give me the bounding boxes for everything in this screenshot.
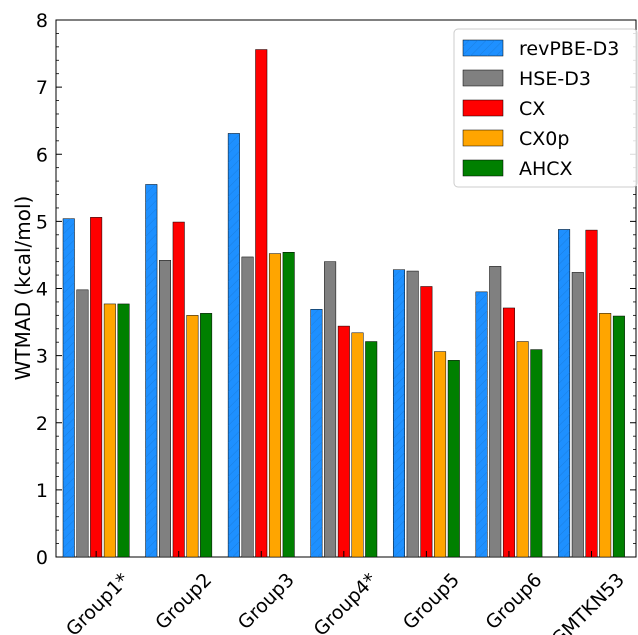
y-tick-label: 1 [36, 480, 48, 502]
bar-hatch [310, 309, 323, 557]
bar-hatch [475, 291, 488, 557]
x-tick-label: Group4* [310, 569, 382, 635]
x-axis: Group1* Group2 Group3 Group4* Group5 Group6 GM… [62, 551, 629, 635]
bar-cx-0 [90, 217, 103, 558]
bar-hatch [145, 184, 158, 558]
bar-ahcx-1 [200, 313, 213, 558]
x-tick-label: Group3 [234, 569, 299, 634]
legend: revPBE-D3 HSE-D3 CX CX0p AHCX [453, 28, 638, 188]
legend-label-hse-d3: HSE-D3 [519, 68, 591, 90]
bar-cx0p-6 [599, 313, 612, 558]
bar-hse-d3-6 [571, 272, 584, 558]
y-tick-label: 2 [36, 413, 48, 435]
bar-ahcx-5 [530, 349, 543, 558]
bar-hse-d3-2 [241, 256, 254, 558]
legend-swatch-hatch [463, 40, 503, 56]
y-tick-label: 6 [36, 144, 48, 166]
bar-cx-5 [502, 307, 515, 558]
y-tick-label: 7 [36, 77, 48, 99]
y-tick-label: 0 [36, 547, 48, 569]
bar-hse-d3-4 [406, 270, 419, 558]
legend-swatch-hse-d3 [462, 69, 504, 87]
y-tick-label: 8 [36, 10, 48, 32]
bar-hse-d3-5 [489, 266, 502, 558]
x-tick-label: Group1* [62, 569, 134, 635]
bar-cx-2 [255, 49, 268, 558]
bar-hse-d3-0 [76, 289, 89, 558]
bar-cx0p-2 [268, 253, 281, 558]
bar-cx-1 [172, 221, 185, 558]
y-tick-label: 4 [36, 279, 48, 301]
bar-cx0p-5 [516, 341, 529, 558]
bar-ahcx-2 [282, 252, 295, 558]
x-tick-label: GMTKN53 [547, 569, 629, 635]
x-tick-label: Group5 [399, 569, 464, 634]
bar-hse-d3-1 [159, 260, 172, 558]
legend-swatch-cx0p [462, 129, 504, 147]
bar-cx0p-3 [351, 332, 364, 558]
bar-hse-d3-3 [324, 261, 337, 558]
bar-hatch [228, 133, 240, 557]
y-tick-label: 5 [36, 211, 48, 233]
legend-label-revpbe-d3: revPBE-D3 [519, 38, 619, 60]
bar-ahcx-4 [447, 360, 460, 558]
bar-cx-4 [420, 286, 433, 558]
bar-cx0p-4 [434, 351, 447, 558]
bar-ahcx-3 [365, 341, 378, 558]
y-axis-title: WTMAD (kcal/mol) [11, 196, 35, 381]
legend-label-cx: CX [519, 98, 545, 120]
bar-hatch [558, 229, 570, 557]
bar-cx-6 [585, 229, 598, 558]
bar-cx0p-1 [186, 315, 199, 558]
bar-hatch [393, 269, 405, 557]
bar-cx0p-0 [103, 303, 116, 558]
x-tick-label: Group6 [481, 569, 546, 634]
bars [62, 49, 625, 558]
bar-ahcx-0 [117, 303, 130, 558]
bar-hatch [63, 218, 75, 557]
legend-label-ahcx: AHCX [519, 158, 573, 180]
bar-ahcx-6 [612, 315, 625, 558]
legend-swatch-ahcx [462, 159, 504, 177]
x-tick-label: Group2 [151, 569, 216, 634]
legend-box [453, 28, 638, 188]
legend-label-cx0p: CX0p [519, 128, 569, 150]
y-tick-label: 3 [36, 346, 48, 368]
bar-cx-3 [337, 325, 350, 558]
legend-swatch-cx [462, 99, 504, 117]
